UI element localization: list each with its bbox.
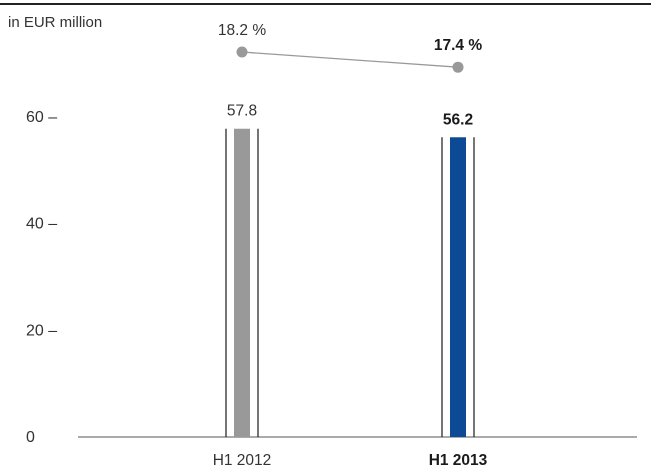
- y-tick-label: 40 –: [26, 216, 57, 233]
- bar: [234, 128, 250, 437]
- y-tick-label: 0: [26, 429, 35, 446]
- x-tick-label: H1 2013: [429, 452, 488, 469]
- y-tick-label: 20 –: [26, 322, 57, 339]
- bar-value-label: 56.2: [443, 111, 473, 128]
- margin-point: [452, 61, 464, 73]
- margin-line: [241, 51, 459, 68]
- margin-point: [236, 46, 248, 58]
- unit-label: in EUR million: [8, 14, 102, 31]
- margin-label: 18.2 %: [218, 22, 266, 39]
- margin-label: 17.4 %: [434, 37, 482, 54]
- bar: [450, 137, 466, 437]
- x-tick-label: H1 2012: [213, 452, 272, 469]
- bar-value-label: 57.8: [227, 103, 257, 120]
- y-tick-label: 60 –: [26, 109, 57, 126]
